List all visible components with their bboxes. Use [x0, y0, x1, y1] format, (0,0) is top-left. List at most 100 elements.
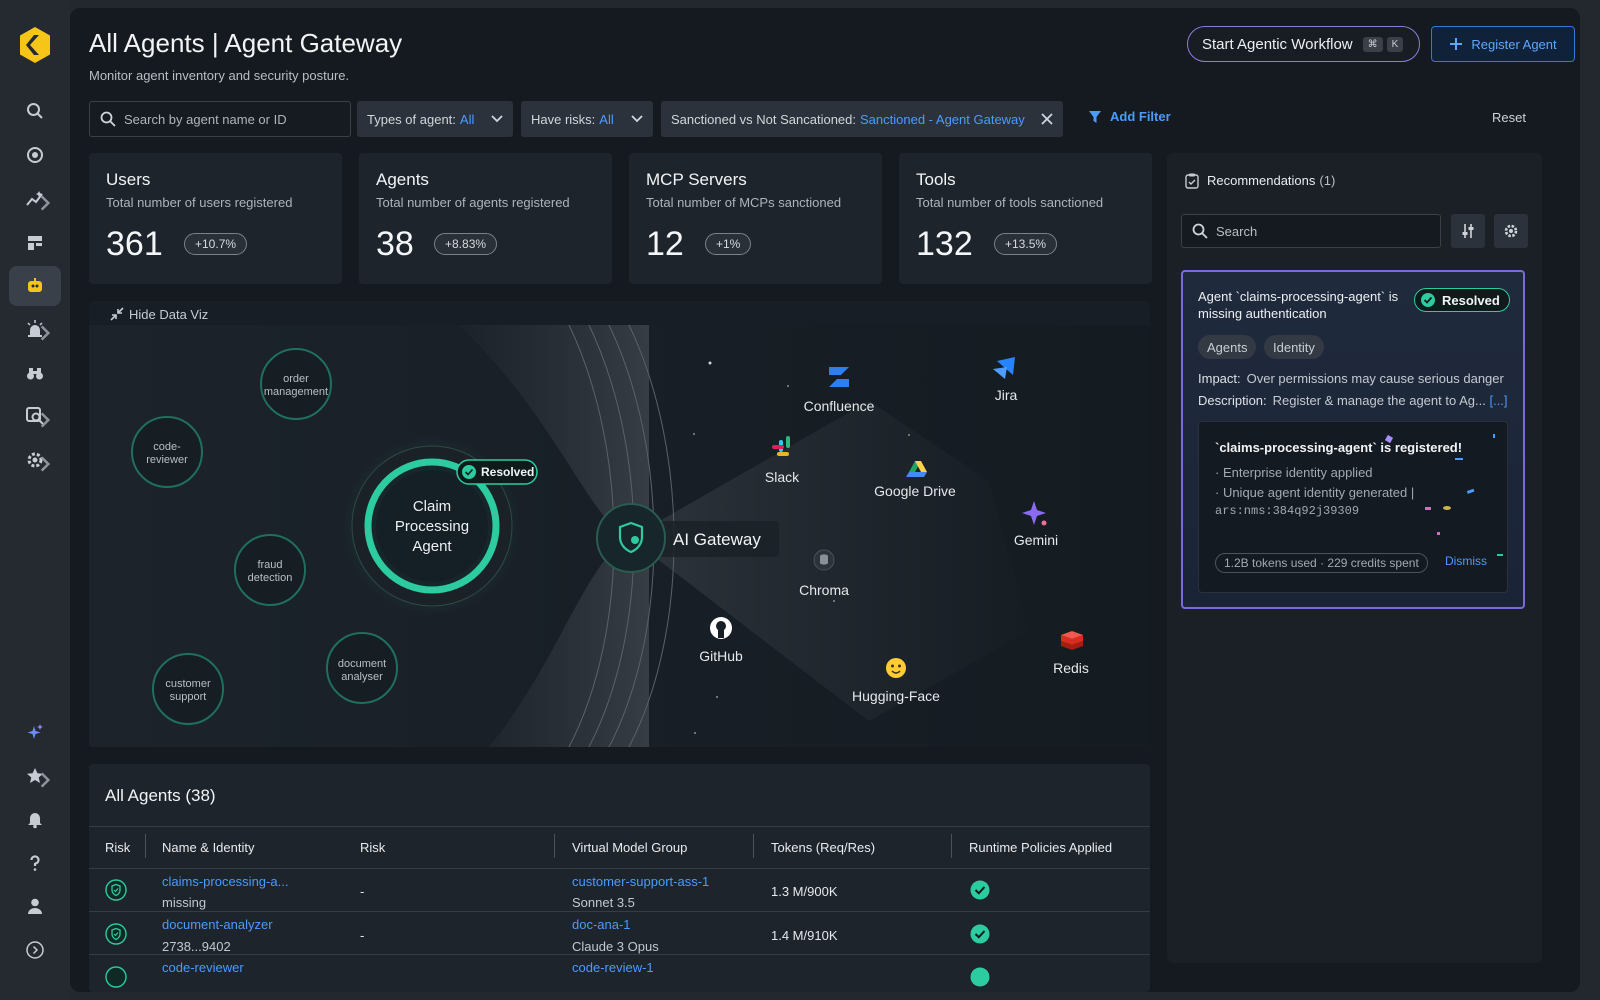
close-icon[interactable] [1041, 113, 1053, 125]
shield-check-icon [105, 923, 127, 945]
tag-identity: Identity [1264, 335, 1324, 359]
nav-discovery[interactable] [9, 353, 61, 393]
agent-node-code-reviewer[interactable]: code- reviewer [131, 416, 203, 488]
reset-filters-button[interactable]: Reset [1492, 110, 1526, 125]
tool-hugging-face[interactable]: Hugging-Face [852, 658, 940, 704]
have-risks-filter[interactable]: Have risks: All [521, 101, 653, 137]
agent-name-link[interactable]: code-reviewer [162, 960, 244, 975]
star-icon [27, 768, 43, 783]
nav-analytics[interactable] [9, 179, 61, 219]
agent-node-fraud-detection[interactable]: fraud detection [234, 534, 306, 606]
nav-alerts[interactable] [9, 309, 61, 349]
model-group-link[interactable]: customer-support-ass-1 [572, 874, 710, 889]
stat-value: 38 [376, 225, 414, 263]
question-icon [30, 855, 40, 871]
stat-value: 12 [646, 225, 684, 263]
nav-settings[interactable] [9, 440, 61, 480]
confirmation-title: `claims-processing-agent` is registered! [1215, 440, 1463, 455]
gear-icon [27, 452, 43, 468]
types-of-agent-filter[interactable]: Types of agent: All [357, 101, 513, 137]
ai-gateway-node[interactable]: AI Gateway [596, 503, 779, 573]
agent-node-order-management[interactable]: order management [260, 348, 332, 420]
fan-left [459, 325, 649, 747]
header-bottom-divider [89, 868, 1150, 869]
recommendations-search-input[interactable] [1216, 223, 1426, 239]
nav-search[interactable] [9, 91, 61, 131]
agent-search-input[interactable] [124, 111, 344, 127]
resolved-status-badge: Resolved [1414, 288, 1510, 312]
recommendation-card[interactable]: Agent `claims-processing-agent` is missi… [1181, 270, 1525, 609]
usage-badge: 1.2B tokens used · 229 credits spent [1215, 553, 1428, 573]
nav-investigate[interactable] [9, 396, 61, 436]
nav-favorites[interactable] [9, 756, 61, 796]
agent-name-link[interactable]: claims-processing-a... [162, 874, 289, 889]
column-header-tokens[interactable]: Tokens (Req/Res) [771, 840, 876, 855]
column-header-model-group[interactable]: Virtual Model Group [572, 840, 688, 855]
tool-chroma[interactable]: Chroma [799, 549, 849, 598]
recommendations-settings-button[interactable] [1494, 214, 1528, 248]
add-filter-label: Add Filter [1110, 109, 1171, 124]
nav-overview[interactable] [9, 135, 61, 175]
agent-network-graph: order management code- reviewer fraud de… [89, 324, 1150, 747]
agent-node-label: Claim [413, 498, 451, 515]
tool-redis[interactable]: Redis [1053, 631, 1089, 676]
tool-confluence[interactable]: Confluence [804, 367, 875, 414]
shortcut-key: ⌘ [1362, 36, 1383, 52]
chevron-right-icon [40, 195, 51, 211]
agent-name-link[interactable]: document-analyzer [162, 917, 273, 932]
brand-logo-icon[interactable] [18, 26, 52, 64]
dismiss-button[interactable]: Dismiss [1445, 554, 1487, 568]
check-circle-icon [970, 924, 990, 944]
model-group-link[interactable]: code-review-1 [572, 960, 654, 975]
column-header-name[interactable]: Name & Identity [162, 840, 255, 855]
collapse-icon[interactable] [110, 307, 124, 321]
agent-node-label: order [283, 373, 309, 385]
nav-notifications[interactable] [9, 799, 61, 839]
nav-expand[interactable] [9, 930, 61, 970]
description-more-link[interactable]: [...] [1489, 393, 1508, 408]
nav-profile[interactable] [9, 886, 61, 926]
agent-node-label: Agent [412, 538, 452, 555]
shield-check-icon [105, 879, 127, 901]
row-divider [89, 911, 1150, 912]
hide-data-viz-button[interactable]: Hide Data Viz [129, 307, 209, 322]
check-circle-icon [462, 465, 476, 479]
stat-delta-badge: +13.5% [994, 233, 1058, 255]
stat-desc: Total number of MCPs sanctioned [646, 195, 842, 210]
register-agent-button[interactable]: Register Agent [1431, 26, 1575, 62]
recommendations-panel: Recommendations (1) Agent `claims-proces… [1167, 153, 1542, 963]
nav-agents[interactable] [9, 266, 61, 306]
funnel-icon [1089, 110, 1101, 123]
column-header-policies[interactable]: Runtime Policies Applied [969, 840, 1113, 855]
tool-google-drive[interactable]: Google Drive [874, 461, 956, 499]
column-header-risk-icon[interactable]: Risk [105, 840, 131, 855]
stat-delta-badge: +10.7% [184, 233, 248, 255]
tool-jira[interactable]: Jira [993, 357, 1017, 403]
agent-node-document-analyser[interactable]: document analyser [326, 632, 398, 704]
column-header-risk[interactable]: Risk [360, 840, 386, 855]
filter-value: All [599, 111, 614, 127]
confetti-decoration [1384, 434, 1503, 556]
nav-help[interactable] [9, 843, 61, 883]
stat-delta-badge: +1% [705, 233, 752, 255]
stat-delta-badge: +8.83% [434, 233, 498, 255]
tool-gemini[interactable]: Gemini [1014, 501, 1058, 548]
column-separator [554, 834, 555, 858]
binoculars-icon [27, 368, 43, 380]
start-workflow-button[interactable]: Start Agentic Workflow ⌘ K [1187, 26, 1420, 62]
nav-dashboard[interactable] [9, 223, 61, 263]
agent-identity: missing [162, 895, 207, 910]
header-top-divider [89, 826, 1150, 827]
sliders-icon [1462, 224, 1474, 238]
model-group-link[interactable]: doc-ana-1 [572, 917, 631, 932]
agent-node-customer-support[interactable]: customer support [152, 653, 224, 725]
column-separator [145, 834, 146, 858]
tool-github[interactable]: GitHub [699, 617, 743, 664]
resolved-label: Resolved [1442, 292, 1500, 308]
tool-slack[interactable]: Slack [765, 436, 800, 485]
nav-ai-assistant[interactable] [9, 713, 61, 753]
tool-label: Redis [1053, 660, 1089, 676]
sanctioned-filter[interactable]: Sanctioned vs Not Sancationed: Sanctione… [661, 101, 1063, 137]
recommendations-filter-button[interactable] [1451, 214, 1485, 248]
add-filter-button[interactable]: Add Filter [1088, 109, 1171, 124]
